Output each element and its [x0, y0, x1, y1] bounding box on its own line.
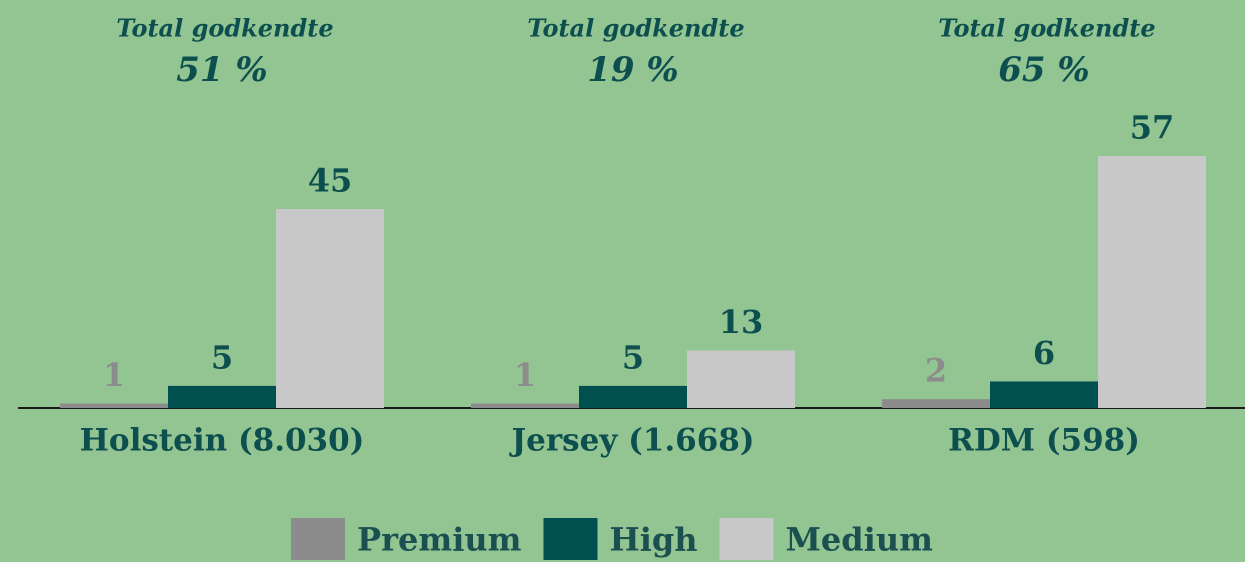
value-label: 45 [308, 162, 353, 200]
bar [579, 385, 687, 408]
legend-label: High [609, 521, 697, 559]
annotation-title: Total godkendte [527, 14, 744, 43]
value-label: 5 [622, 338, 644, 376]
bar [60, 403, 168, 408]
legend-swatch [719, 518, 774, 560]
category-label: Holstein (8.030) [80, 423, 365, 459]
bar [1098, 155, 1206, 408]
category-label: Jersey (1.668) [508, 423, 754, 459]
legend-swatch [543, 518, 598, 560]
value-label: 1 [103, 356, 125, 394]
bar [276, 209, 384, 408]
legend-label: Medium [786, 521, 934, 559]
bar [168, 385, 276, 408]
annotation-title: Total godkendte [938, 14, 1155, 43]
value-label: 13 [719, 303, 764, 341]
legend-swatch [291, 518, 346, 560]
legend-label: Premium [357, 521, 522, 559]
bar [687, 350, 795, 408]
category-label: RDM (598) [948, 423, 1140, 459]
annotation-label: 51 % [176, 50, 267, 90]
value-label: 6 [1033, 334, 1055, 372]
value-label: 57 [1130, 108, 1175, 146]
value-label: 1 [514, 356, 536, 394]
bar [990, 381, 1098, 408]
annotation-label: 65 % [998, 50, 1089, 90]
annotation-title: Total godkendte [116, 14, 333, 43]
bar [882, 399, 990, 408]
value-label: 2 [925, 352, 947, 390]
value-label: 5 [211, 338, 233, 376]
bar [471, 403, 579, 408]
annotation-label: 19 % [587, 50, 678, 90]
